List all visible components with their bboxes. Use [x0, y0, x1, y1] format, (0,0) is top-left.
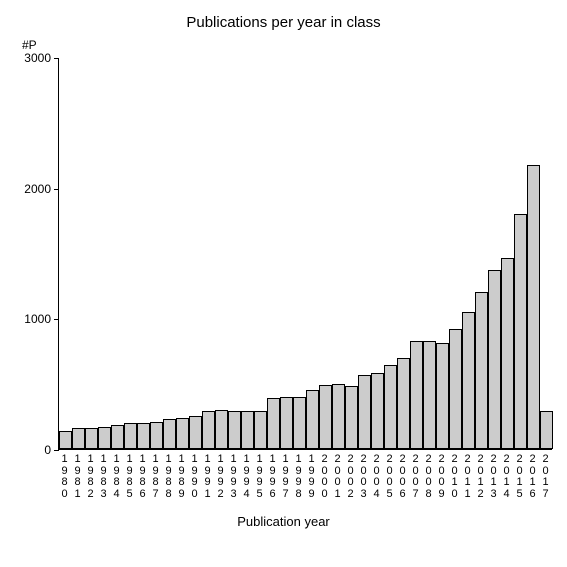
x-tick-label: 2 0 0 3	[357, 454, 370, 500]
y-tick-label: 1000	[24, 312, 51, 326]
bar	[345, 386, 358, 449]
x-tick-label: 1 9 8 4	[110, 454, 123, 500]
x-axis-label: Publication year	[0, 514, 567, 529]
x-tick-label: 2 0 0 5	[383, 454, 396, 500]
x-tick-label: 1 9 9 8	[292, 454, 305, 500]
bar	[98, 427, 111, 449]
x-tick-label: 2 0 0 6	[396, 454, 409, 500]
bar	[397, 358, 410, 449]
bar	[215, 410, 228, 449]
bar	[384, 365, 397, 449]
bar	[423, 341, 436, 449]
bar	[501, 258, 514, 449]
x-tick-label: 1 9 9 2	[214, 454, 227, 500]
x-tick-label: 2 0 0 8	[422, 454, 435, 500]
plot-area: 0100020003000	[58, 58, 552, 450]
x-tick-label: 1 9 9 9	[305, 454, 318, 500]
x-tick-label: 2 0 1 5	[513, 454, 526, 500]
x-tick-label: 1 9 9 7	[279, 454, 292, 500]
bar	[137, 423, 150, 449]
y-axis-unit-label: #P	[22, 38, 37, 52]
bar	[514, 214, 527, 449]
y-tick-label: 0	[44, 443, 51, 457]
bar	[241, 411, 254, 449]
bar	[332, 384, 345, 449]
bar	[462, 312, 475, 449]
bar	[527, 165, 540, 449]
x-tick-label: 1 9 9 3	[227, 454, 240, 500]
bar	[176, 418, 189, 449]
bar	[371, 373, 384, 449]
x-tick-label: 2 0 1 6	[526, 454, 539, 500]
x-tick-label: 1 9 9 4	[240, 454, 253, 500]
x-tick-label: 2 0 1 4	[500, 454, 513, 500]
y-tick-label: 3000	[24, 51, 51, 65]
bars-layer	[59, 58, 552, 449]
bar	[150, 422, 163, 449]
bar	[358, 375, 371, 449]
x-tick-label: 2 0 0 1	[331, 454, 344, 500]
bar	[267, 398, 280, 449]
x-tick-label: 2 0 0 0	[318, 454, 331, 500]
bar	[540, 411, 553, 449]
bar	[59, 431, 72, 449]
x-tick-label: 1 9 8 0	[58, 454, 71, 500]
bar	[293, 397, 306, 449]
x-tick-label: 2 0 1 2	[474, 454, 487, 500]
x-tick-label: 2 0 0 2	[344, 454, 357, 500]
bar	[280, 397, 293, 449]
x-tick-label: 2 0 1 0	[448, 454, 461, 500]
x-tick-label: 1 9 9 5	[253, 454, 266, 500]
bar	[72, 428, 85, 449]
y-tick-label: 2000	[24, 182, 51, 196]
bar	[124, 423, 137, 449]
x-tick-label: 1 9 8 2	[84, 454, 97, 500]
bar	[475, 292, 488, 449]
x-tick-label: 1 9 8 5	[123, 454, 136, 500]
publications-bar-chart: Publications per year in class #P 010002…	[0, 0, 567, 567]
bar	[189, 416, 202, 449]
x-tick-label: 2 0 1 7	[539, 454, 552, 500]
x-tick-label: 2 0 0 9	[435, 454, 448, 500]
bar	[254, 411, 267, 449]
x-tick-label: 1 9 8 6	[136, 454, 149, 500]
chart-title: Publications per year in class	[0, 14, 567, 31]
x-tick-label: 1 9 8 1	[71, 454, 84, 500]
bar	[436, 343, 449, 449]
bar	[163, 419, 176, 449]
bar	[111, 425, 124, 449]
bar	[85, 428, 98, 449]
x-tick-label: 1 9 8 8	[162, 454, 175, 500]
x-tick-label: 1 9 9 6	[266, 454, 279, 500]
bar	[319, 385, 332, 449]
x-tick-label: 2 0 1 1	[461, 454, 474, 500]
bar	[410, 341, 423, 449]
bar	[449, 329, 462, 449]
x-tick-label: 1 9 9 0	[188, 454, 201, 500]
x-tick-label: 1 9 8 9	[175, 454, 188, 500]
x-tick-label: 1 9 8 3	[97, 454, 110, 500]
x-tick-label: 1 9 8 7	[149, 454, 162, 500]
bar	[306, 390, 319, 449]
x-tick-label: 2 0 0 4	[370, 454, 383, 500]
x-tick-label: 1 9 9 1	[201, 454, 214, 500]
x-tick-label: 2 0 1 3	[487, 454, 500, 500]
x-tick-label: 2 0 0 7	[409, 454, 422, 500]
bar	[202, 411, 215, 449]
bar	[228, 411, 241, 449]
bar	[488, 270, 501, 449]
